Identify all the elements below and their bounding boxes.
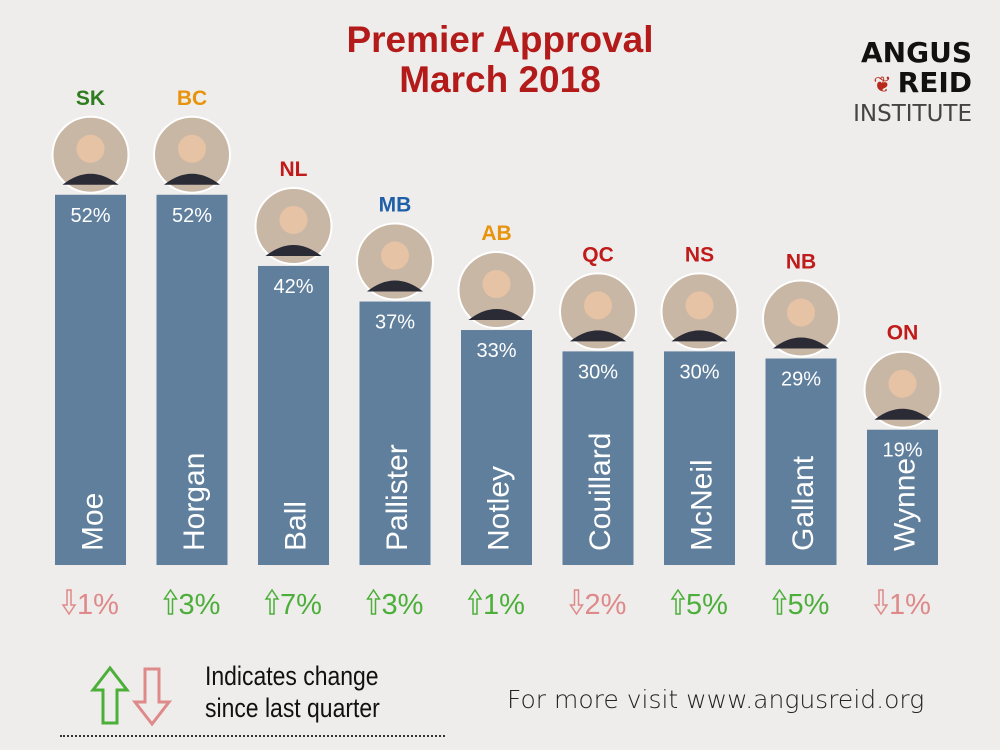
premier-suit-icon — [62, 173, 119, 185]
up-arrow-icon — [670, 588, 686, 615]
change-label: 3% — [382, 589, 424, 621]
province-label: ON — [887, 322, 919, 345]
premier-suit-icon — [773, 337, 829, 349]
change-label: 7% — [280, 589, 322, 621]
value-label: 42% — [273, 276, 313, 298]
premier-name-label: Wynne — [889, 458, 922, 551]
premier-suit-icon — [874, 408, 931, 420]
logo-line3: INSTITUTE — [853, 101, 972, 127]
bar — [55, 194, 126, 565]
down-arrow-icon — [61, 589, 77, 616]
legend-line2: since last quarter — [205, 693, 380, 723]
up-arrow-icon — [467, 588, 483, 615]
province-label: MB — [379, 194, 412, 217]
bar — [258, 265, 329, 565]
premier-face-icon — [279, 205, 308, 234]
down-arrow-icon — [569, 589, 584, 616]
footer-link[interactable]: For more visit www.angusreid.org — [507, 685, 925, 714]
province-label: QC — [582, 243, 614, 266]
change-label: 2% — [585, 589, 627, 621]
change-label: 1% — [77, 589, 119, 621]
premier-face-icon — [76, 134, 105, 163]
change-label: 5% — [686, 589, 728, 621]
premier-suit-icon — [265, 244, 322, 256]
bar — [461, 330, 532, 565]
change-label: 3% — [179, 589, 221, 621]
bar — [156, 194, 228, 565]
province-label: NL — [280, 158, 308, 181]
bar — [867, 429, 938, 565]
premier-face-icon — [888, 369, 917, 398]
premier-face-icon — [482, 270, 511, 299]
value-label: 52% — [172, 205, 212, 227]
up-arrow-icon — [772, 588, 787, 615]
legend-line1: Indicates change — [205, 661, 379, 691]
value-label: 52% — [70, 205, 110, 227]
premier-name-label: Notley — [483, 466, 516, 551]
value-label: 29% — [781, 369, 821, 391]
logo-line1: ANGUS — [861, 36, 972, 69]
legend-text: Indicates change since last quarter — [205, 660, 380, 724]
value-label: 19% — [882, 440, 922, 462]
chart-subtitle: March 2018 — [399, 59, 601, 100]
province-label: NB — [786, 251, 816, 274]
divider — [60, 735, 445, 737]
up-arrow-icon — [163, 588, 178, 615]
premier-name-label: Ball — [280, 501, 313, 551]
province-label: AB — [481, 222, 511, 245]
value-label: 30% — [578, 361, 618, 383]
premier-suit-icon — [468, 309, 525, 321]
change-label: 1% — [889, 589, 931, 621]
premier-face-icon — [178, 134, 206, 163]
legend-up-arrow-icon — [89, 665, 131, 725]
province-label: NS — [685, 243, 714, 266]
premier-face-icon — [787, 298, 815, 327]
legend-down-arrow-icon — [131, 667, 173, 727]
premier-suit-icon — [367, 280, 423, 292]
value-label: 33% — [476, 340, 516, 362]
province-label: BC — [177, 87, 207, 110]
angus-reid-logo: ANGUS ❦ REID INSTITUTE — [853, 36, 972, 128]
bar — [359, 301, 431, 565]
premier-face-icon — [381, 241, 409, 270]
premier-name-label: Moe — [77, 493, 110, 551]
bar — [765, 358, 837, 565]
premier-face-icon — [685, 291, 714, 320]
up-arrow-icon — [366, 588, 381, 615]
province-label: SK — [76, 87, 105, 110]
premier-name-label: Horgan — [178, 453, 211, 551]
premier-name-label: Couillard — [584, 433, 617, 551]
premier-face-icon — [584, 291, 612, 320]
premier-suit-icon — [671, 330, 728, 342]
down-arrow-icon — [873, 589, 889, 616]
value-label: 37% — [375, 312, 415, 334]
premier-name-label: Gallant — [787, 455, 820, 551]
bar — [562, 351, 634, 565]
premier-name-label: Pallister — [381, 444, 414, 551]
chart-title: Premier Approval — [346, 19, 654, 60]
change-label: 5% — [788, 589, 830, 621]
premier-name-label: McNeil — [686, 459, 719, 551]
premier-suit-icon — [570, 330, 626, 342]
maple-leaf-icon: ❦ — [873, 73, 892, 98]
value-label: 30% — [679, 361, 719, 383]
bar — [664, 351, 735, 565]
up-arrow-icon — [264, 588, 280, 615]
change-label: 1% — [483, 589, 525, 621]
premier-suit-icon — [164, 173, 220, 185]
logo-line2: REID — [897, 66, 972, 99]
